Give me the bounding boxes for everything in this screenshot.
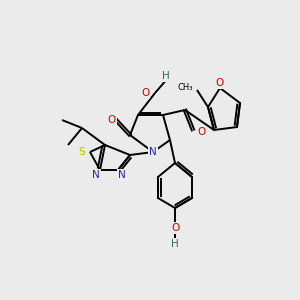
Text: N: N bbox=[149, 147, 157, 157]
Text: H: H bbox=[162, 71, 170, 81]
Text: N: N bbox=[118, 170, 126, 180]
Text: O: O bbox=[197, 127, 205, 137]
Text: S: S bbox=[79, 147, 85, 157]
Text: O: O bbox=[216, 78, 224, 88]
Text: H: H bbox=[171, 239, 179, 249]
Text: CH₃: CH₃ bbox=[177, 82, 193, 91]
Text: N: N bbox=[92, 170, 100, 180]
Text: O: O bbox=[141, 88, 149, 98]
Text: O: O bbox=[171, 223, 179, 233]
Text: O: O bbox=[108, 115, 116, 125]
